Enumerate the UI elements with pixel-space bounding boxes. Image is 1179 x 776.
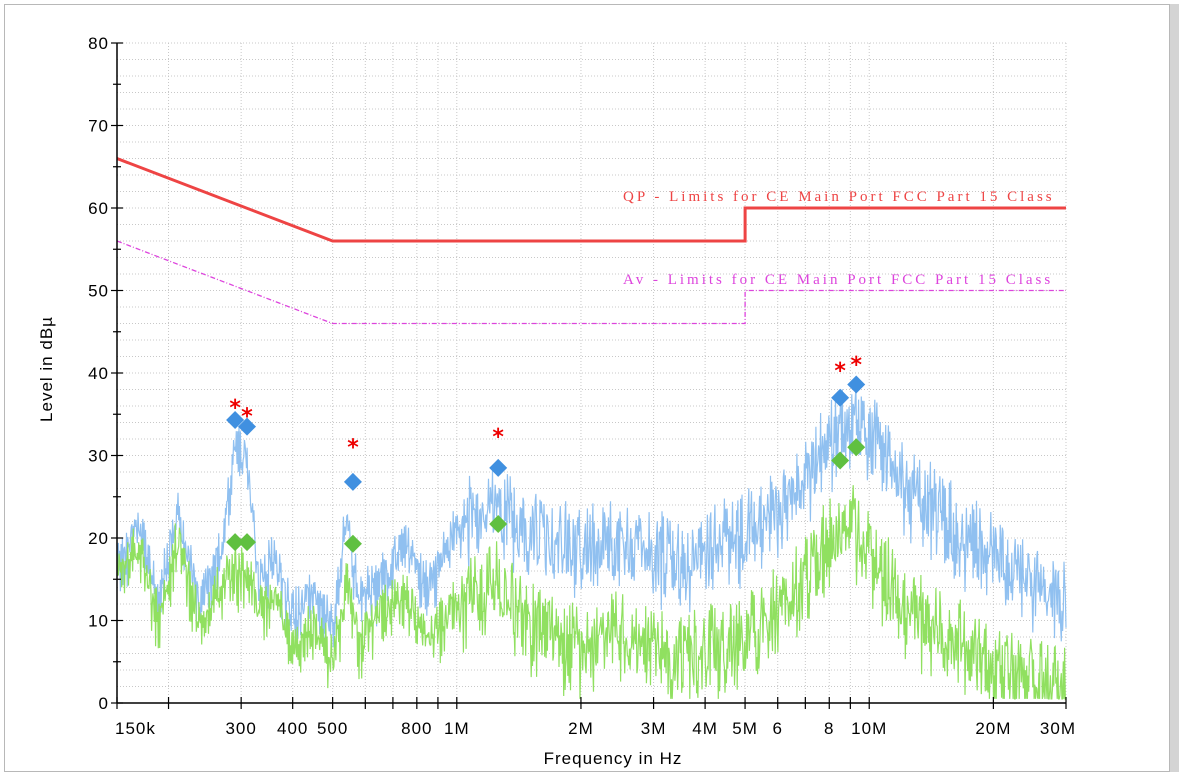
spectrum-envelopes [116, 385, 1067, 701]
qp-limit-label: QP - Limits for CE Main Port FCC Part 15… [623, 189, 1055, 205]
qp-marker [343, 472, 362, 491]
chart-frame: * * * * * * 0 10 20 30 40 50 60 70 80 150k 300 400 500 80… [4, 4, 1170, 772]
right-edge-bar [1170, 4, 1179, 772]
y-tick-label: 20 [88, 529, 109, 548]
avg-marker [831, 451, 850, 470]
x-tick-label: 8 [824, 719, 834, 738]
av-limit-label: Av - Limits for CE Main Port FCC Part 15… [623, 272, 1053, 288]
x-tick-label: 5M [732, 719, 758, 738]
x-tick-label: 3M [641, 719, 667, 738]
x-tick-label: 500 [317, 719, 348, 738]
avg-marker [489, 514, 508, 533]
x-tick-label: 30M [1040, 719, 1076, 738]
limit-lines [116, 157, 1066, 325]
spectrum-trace [116, 485, 1067, 701]
y-tick-label: 0 [99, 694, 109, 713]
avg-marker [226, 533, 245, 552]
x-tick-label: 6 [772, 719, 782, 738]
y-tick-label: 40 [88, 364, 109, 383]
x-tick-label: 4M [692, 719, 718, 738]
y-tick-label: 60 [88, 199, 109, 218]
qp-marker [831, 388, 850, 407]
y-tick-labels: 0 10 20 30 40 50 60 70 80 [88, 34, 109, 713]
x-tick-label: 150k [115, 719, 156, 738]
peak-marker: * [347, 436, 359, 461]
x-tick-label: 400 [277, 719, 308, 738]
qp-marker [489, 458, 508, 477]
avg-marker [238, 533, 257, 552]
x-tick-label: 800 [401, 719, 432, 738]
peak-marker: * [492, 425, 504, 450]
peak-marker: * [241, 404, 253, 429]
grid [116, 42, 1067, 704]
axes [111, 42, 1067, 709]
x-tick-label: 300 [225, 719, 256, 738]
y-tick-label: 10 [88, 612, 109, 631]
av-limit-line [116, 240, 1066, 325]
measurement-markers: * ** ** * [226, 353, 866, 553]
qp-marker [226, 411, 245, 430]
y-tick-label: 30 [88, 447, 109, 466]
x-axis-title: Frequency in Hz [544, 749, 683, 768]
avg-marker [847, 438, 866, 457]
avg-marker [343, 534, 362, 553]
x-tick-label: 1M [444, 719, 470, 738]
limit-labels: QP - Limits for CE Main Port FCC Part 15… [623, 189, 1055, 288]
peak-marker: * [834, 359, 846, 384]
qp-limit-line [116, 157, 1066, 243]
x-tick-label: 2M [568, 719, 594, 738]
peak-marker: * [850, 353, 862, 378]
y-tick-label: 70 [88, 117, 109, 136]
x-tick-labels: 150k 300 400 500 800 1M 2M 3M 4M 5M 6 8 10M 20M 30M [115, 719, 1076, 738]
y-tick-label: 80 [88, 34, 109, 53]
y-axis-title: Level in dBµ [37, 316, 56, 422]
qp-marker [238, 417, 257, 436]
peak-marker: * [229, 396, 241, 421]
spectrum-trace [116, 385, 1067, 648]
y-tick-label: 50 [88, 282, 109, 301]
x-tick-label: 10M [851, 719, 887, 738]
qp-marker [847, 375, 866, 394]
x-tick-label: 20M [975, 719, 1011, 738]
